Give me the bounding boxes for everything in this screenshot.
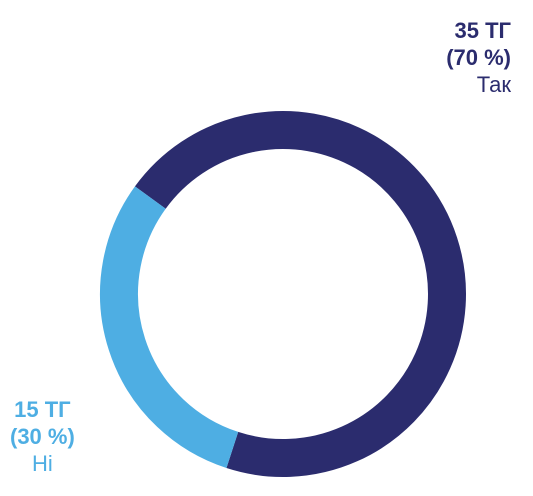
slice-value-ni: 15 ТГ xyxy=(14,397,71,422)
slice-percent-tak: (70 %) xyxy=(446,44,511,70)
slice-value-tak: 35 ТГ xyxy=(454,18,512,43)
slice-label-tak: 35 ТГ (70 %) Так xyxy=(446,18,511,98)
slice-name-tak: Так xyxy=(476,71,511,97)
donut-slice-tak xyxy=(134,111,466,477)
slice-percent-ni: (30 %) xyxy=(10,423,75,449)
donut-slice-ni xyxy=(100,186,239,469)
donut-slices xyxy=(100,111,466,477)
slice-name-ni: Ні xyxy=(32,450,53,476)
slice-label-ni: 15 ТГ (30 %) Ні xyxy=(10,397,75,477)
